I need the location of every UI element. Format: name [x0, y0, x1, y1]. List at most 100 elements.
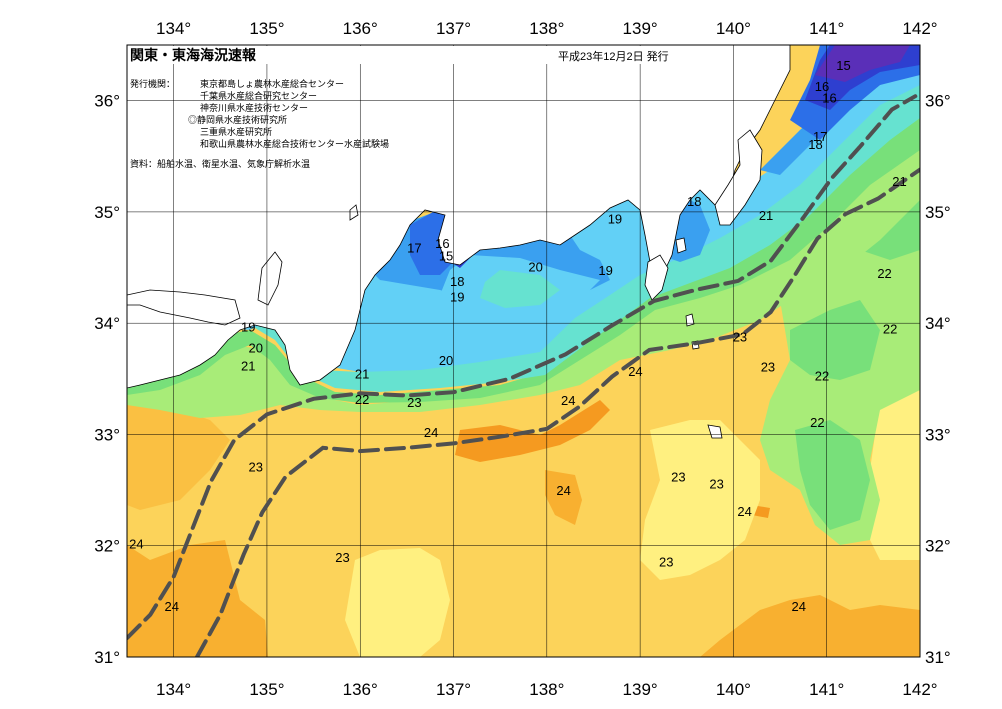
isotherm-label-30: 22 [810, 415, 824, 430]
land-izu [644, 254, 669, 301]
left-lat-tick-33: 33° [94, 425, 120, 444]
issuer-line-4: ◎静岡県水産技術研究所 [188, 114, 287, 125]
isotherm-label-3: 17 [813, 129, 827, 144]
grid [127, 45, 920, 657]
isotherm-label-14: 20 [528, 259, 542, 274]
right-lat-tick-36: 36° [925, 92, 951, 111]
bottom-lon-tick-139: 139° [623, 680, 658, 699]
zone-24-spot-1 [545, 470, 582, 525]
land-honshu [127, 45, 791, 389]
isotherm-label-22: 23 [733, 330, 747, 345]
isotherm-label-15: 19 [598, 263, 612, 278]
zone-21-east-2 [790, 300, 880, 380]
zone-21-coast [127, 115, 920, 403]
bottom-lon-tick-136: 136° [343, 680, 378, 699]
kuroshio-line-2 [195, 167, 920, 657]
isotherm-label-28: 23 [407, 395, 421, 410]
issuer-line-5: 三重県水産研究所 [200, 126, 272, 137]
top-lon-tick-137: 137° [436, 19, 471, 38]
land-boso [714, 129, 763, 226]
isotherm-label-16: 22 [877, 266, 891, 281]
isotherm-label-0: 15 [836, 58, 850, 73]
bottom-lon-tick-134: 134° [156, 680, 191, 699]
isotherm-label-39: 23 [659, 554, 673, 569]
top-lon-tick-141: 141° [809, 19, 844, 38]
isotherm-label-5: 21 [892, 174, 906, 189]
top-lon-tick-139: 139° [623, 19, 658, 38]
isotherm-label-4: 18 [808, 137, 822, 152]
island-hachijo [707, 424, 723, 439]
bottom-lon-tick-141: 141° [809, 680, 844, 699]
isotherm-label-13: 19 [450, 289, 464, 304]
zone-22-coast [127, 145, 920, 418]
map-frame [126, 44, 921, 658]
issuer-line-1: 東京都島しょ農林水産総合センター [200, 78, 344, 89]
zone-23-pale-center [345, 548, 450, 657]
left-lat-tick-31: 31° [94, 648, 120, 667]
isotherm-label-21: 20 [439, 353, 453, 368]
axis-ticks: 134° 134° 135° 135° 136° 136° 137° 137° 138° 138°… [94, 19, 950, 699]
isotherm-label-18: 22 [883, 322, 897, 337]
bottom-lon-tick-140: 140° [716, 680, 751, 699]
zone-15-northeast [815, 45, 910, 82]
isotherm-label-27: 22 [355, 392, 369, 407]
top-lon-tick-134: 134° [156, 19, 191, 38]
isotherm-label-25: 23 [761, 360, 775, 375]
zone-24-west-edge [127, 400, 230, 510]
bottom-lon-tick-135: 135° [249, 680, 284, 699]
zone-24-center [455, 400, 610, 462]
island-oshima [675, 237, 687, 254]
isotherm-label-34: 23 [709, 476, 723, 491]
right-lat-tick-33: 33° [925, 425, 951, 444]
isotherm-label-33: 23 [671, 470, 685, 485]
issuer-line-2: 千葉県水産総合研究センター [200, 90, 317, 101]
isotherm-label-19: 20 [249, 341, 263, 356]
isotherm-label-7: 21 [759, 208, 773, 223]
isotherm-label-12: 18 [450, 274, 464, 289]
top-lon-tick-136: 136° [343, 19, 378, 38]
zone-19-coast [210, 60, 920, 372]
isotherm-label-26: 22 [815, 368, 829, 383]
issue-date: 平成23年12月2日 発行 [558, 49, 669, 63]
zone-24-south-east [700, 595, 920, 657]
isotherm-label-11: 15 [439, 248, 453, 263]
bottom-lon-tick-137: 137° [436, 680, 471, 699]
issuer-block: 発行機関： 東京都島しょ農林水産総合センター 千葉県水産総合研究センター 神奈川… [130, 78, 389, 169]
issuer-line-6: 和歌山県農林水産総合技術センター水産試験場 [200, 138, 389, 149]
isotherm-label-8: 19 [608, 212, 622, 227]
isotherm-label-10: 16 [435, 236, 449, 251]
isotherm-label-36: 24 [737, 504, 751, 519]
map-title: 関東・東海海況速報 [130, 47, 257, 63]
left-lat-tick-32: 32° [94, 537, 120, 556]
isotherm-label-23: 21 [355, 366, 369, 381]
right-lat-tick-35: 35° [925, 203, 951, 222]
data-source: 資料：船舶水温、衛星水温、気象庁解析水温 [130, 158, 310, 169]
isotherm-label-24: 24 [628, 364, 642, 379]
isotherm-label-31: 24 [424, 425, 438, 440]
land-awaji [257, 251, 283, 306]
isotherm-label-9: 17 [407, 241, 421, 256]
zone-24-south-west [127, 540, 268, 657]
top-lon-tick-142: 142° [902, 19, 937, 38]
right-lat-tick-34: 34° [925, 314, 951, 333]
isotherm-label-40: 24 [165, 599, 179, 614]
kuroshio-axis-lines [127, 94, 920, 657]
bottom-lon-tick-138: 138° [529, 680, 564, 699]
kuroshio-line-1 [127, 94, 918, 641]
right-lat-tick-31: 31° [925, 648, 951, 667]
isotherm-label-29: 24 [561, 393, 575, 408]
isotherm-label-35: 24 [556, 483, 570, 498]
top-lon-tick-135: 135° [249, 19, 284, 38]
isotherm-label-1: 16 [815, 79, 829, 94]
left-lat-tick-35: 35° [94, 203, 120, 222]
issuer-line-3: 神奈川県水産技術センター [200, 102, 308, 113]
land-shikoku-tip [127, 289, 241, 326]
top-lon-tick-138: 138° [529, 19, 564, 38]
zone-21-east-1 [795, 420, 870, 530]
zone-20-inner [480, 270, 560, 308]
isotherm-label-41: 24 [791, 599, 805, 614]
isotherm-label-20: 21 [241, 358, 255, 373]
